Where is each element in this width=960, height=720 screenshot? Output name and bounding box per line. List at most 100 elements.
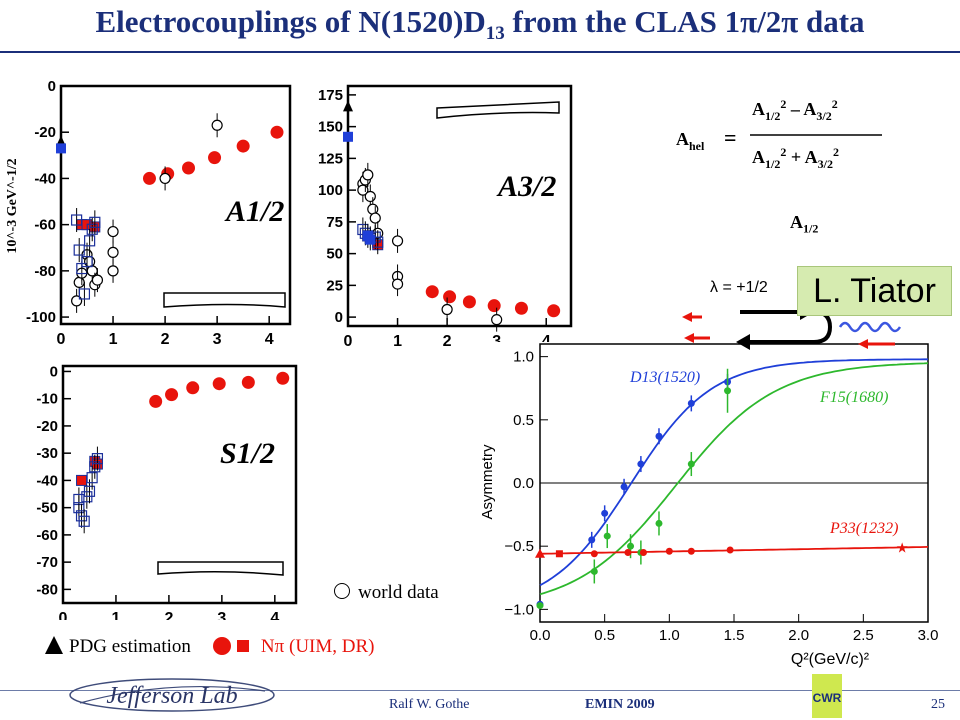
y-tick-label: 125 bbox=[318, 150, 343, 167]
y-tick-label: 0 bbox=[50, 363, 58, 380]
data-point bbox=[535, 548, 545, 558]
data-point bbox=[343, 131, 353, 142]
chart-s12-band bbox=[157, 561, 284, 576]
data-point bbox=[514, 301, 528, 315]
footer-divider bbox=[0, 690, 960, 691]
x-tick-label: 3 bbox=[492, 333, 501, 350]
chart-a12-title: A1/2 bbox=[224, 195, 284, 228]
chart-s12-title: S1/2 bbox=[220, 437, 275, 470]
data-point bbox=[71, 214, 83, 226]
logo-text: Jefferson Lab bbox=[106, 683, 237, 709]
y-tick-label: -80 bbox=[36, 581, 58, 598]
data-point bbox=[182, 161, 196, 175]
data-point bbox=[211, 119, 223, 131]
label-d13: D13(1520) bbox=[629, 369, 700, 386]
y-tick-label: -80 bbox=[34, 263, 56, 280]
asym-xlabel: Q²(GeV/c)² bbox=[791, 651, 870, 668]
cwr-logo-text: CWR bbox=[813, 691, 842, 705]
chart-s12: 0 1 2 3 4 0 -10 -20 -30 -40 -50 -60 -70 -80 S1/2 bbox=[36, 363, 298, 620]
credit-box: L. Tiator bbox=[797, 266, 952, 316]
chart-a12-frame bbox=[59, 84, 292, 326]
y-tick-label: 150 bbox=[318, 119, 343, 136]
formula-denominator: A1/22 + A3/22 bbox=[752, 145, 839, 171]
footer-author: Ralf W. Gothe bbox=[389, 697, 470, 712]
data-point bbox=[56, 143, 66, 154]
helicity-label: λ = +1/2 bbox=[710, 279, 768, 296]
chart-a12-band bbox=[163, 292, 286, 308]
formula-lhs: Ahel bbox=[676, 129, 705, 153]
data-point bbox=[165, 388, 179, 402]
data-point bbox=[425, 285, 439, 299]
curve-d13 bbox=[539, 358, 928, 587]
data-point bbox=[149, 394, 163, 408]
data-point bbox=[107, 265, 119, 277]
data-point bbox=[391, 278, 404, 290]
y-tick-label: 0.5 bbox=[513, 412, 534, 429]
x-tick-label: 2 bbox=[443, 333, 452, 350]
data-point bbox=[107, 225, 119, 238]
data-point bbox=[391, 235, 404, 247]
data-point bbox=[588, 536, 596, 544]
data-point bbox=[687, 399, 695, 407]
y-tick-label: -40 bbox=[36, 472, 58, 489]
y-tick-label: −0.5 bbox=[504, 538, 534, 555]
data-point bbox=[536, 602, 544, 610]
jefferson-lab-logo: Jefferson Lab bbox=[69, 678, 275, 712]
data-point bbox=[665, 547, 673, 555]
helicity-red-head-1 bbox=[682, 312, 692, 322]
helicity-red-head-3 bbox=[858, 339, 868, 349]
chart-a32-frame bbox=[346, 84, 573, 328]
footer-conference: EMIN 2009 bbox=[585, 697, 655, 712]
data-point bbox=[212, 377, 226, 391]
x-tick-label: 3 bbox=[217, 610, 226, 620]
y-tick-label: 25 bbox=[326, 277, 343, 294]
x-tick-label: 2 bbox=[161, 331, 170, 348]
chart-s12-frame bbox=[61, 364, 298, 605]
data-point bbox=[91, 453, 104, 465]
data-point bbox=[655, 519, 663, 527]
triangle-icon bbox=[45, 636, 63, 654]
data-point bbox=[620, 483, 628, 491]
data-point bbox=[81, 256, 93, 268]
x-tick-label: 0 bbox=[344, 333, 353, 350]
y-tick-label: 75 bbox=[326, 214, 343, 231]
cwr-logo-bg bbox=[812, 674, 842, 718]
formula-numerator: A1/22 – A3/22 bbox=[752, 97, 838, 123]
data-point bbox=[487, 299, 501, 313]
chart-a12-ylabel: 10^-3 GeV^-1/2 bbox=[5, 158, 20, 253]
y-tick-label: −1.0 bbox=[504, 601, 534, 618]
data-point bbox=[186, 381, 200, 395]
data-point bbox=[78, 288, 91, 300]
x-tick-label: 2.0 bbox=[788, 627, 809, 644]
data-point bbox=[590, 550, 598, 558]
legend-world-data: world data bbox=[334, 582, 439, 604]
y-tick-label: -40 bbox=[34, 170, 56, 187]
data-point bbox=[84, 235, 96, 247]
slide-title: Electrocouplings of N(1520)D13 from the … bbox=[95, 4, 865, 45]
red-circle-icon bbox=[212, 637, 231, 655]
data-point bbox=[76, 474, 88, 486]
x-tick-label: 4 bbox=[542, 333, 551, 350]
data-point bbox=[547, 304, 561, 318]
chart-a32: 0 1 2 3 4 175 150 125 100 75 50 25 0 A3/2 bbox=[318, 84, 573, 350]
data-point bbox=[624, 549, 632, 556]
x-tick-label: 3.0 bbox=[918, 627, 939, 644]
data-point bbox=[655, 432, 663, 440]
data-point bbox=[73, 276, 85, 289]
data-point bbox=[73, 244, 85, 256]
data-point bbox=[365, 234, 376, 245]
data-point bbox=[462, 295, 476, 309]
data-point bbox=[687, 460, 695, 468]
formula-equals: = bbox=[724, 125, 737, 150]
x-tick-label: 1 bbox=[112, 610, 121, 620]
curve-p33 bbox=[539, 546, 929, 555]
y-tick-label: -20 bbox=[36, 418, 58, 435]
data-point bbox=[78, 515, 90, 527]
a12-label: A1/2 bbox=[790, 212, 819, 236]
data-point bbox=[639, 549, 647, 556]
data-point bbox=[603, 532, 611, 540]
y-tick-label: -70 bbox=[36, 554, 58, 571]
data-point bbox=[142, 171, 156, 185]
data-point bbox=[91, 274, 104, 286]
asym-background bbox=[470, 342, 945, 672]
